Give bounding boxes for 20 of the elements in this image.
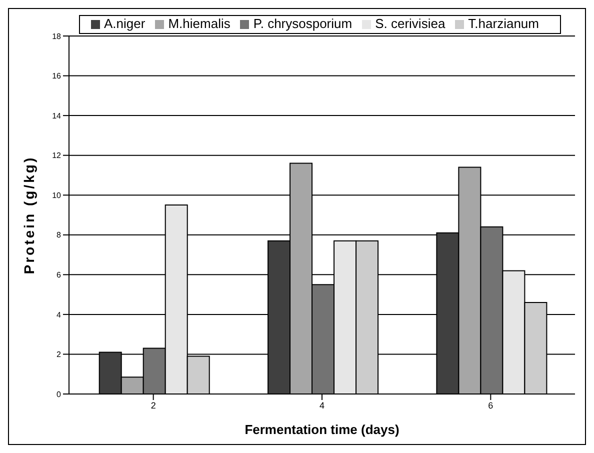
y-tick-label: 10 bbox=[52, 190, 62, 200]
legend-label: P. chrysosporium bbox=[253, 16, 352, 31]
y-axis-title: Protein (g/kg) bbox=[20, 156, 37, 274]
x-tick-label: 4 bbox=[319, 400, 325, 410]
y-tick-label: 18 bbox=[52, 32, 62, 41]
y-tick-label: 0 bbox=[56, 390, 62, 399]
x-tick-label: 2 bbox=[150, 400, 156, 410]
y-tick-label: 16 bbox=[52, 72, 62, 81]
y-tick-label: 2 bbox=[56, 350, 62, 360]
y-tick-label: 4 bbox=[56, 310, 62, 320]
x-axis-title: Fermentation time (days) bbox=[244, 422, 400, 437]
y-tick-label: 12 bbox=[52, 151, 62, 160]
y-tick-label: 14 bbox=[52, 111, 62, 120]
legend-label: S. cerivisiea bbox=[375, 16, 446, 31]
legend-label: A.niger bbox=[104, 16, 146, 31]
x-tick-label: 6 bbox=[488, 400, 494, 410]
y-tick-label: 6 bbox=[56, 270, 62, 280]
legend-label: M.hiemalis bbox=[168, 16, 230, 31]
legend-label: T.harzianum bbox=[468, 16, 539, 31]
y-tick-label: 8 bbox=[56, 230, 62, 240]
